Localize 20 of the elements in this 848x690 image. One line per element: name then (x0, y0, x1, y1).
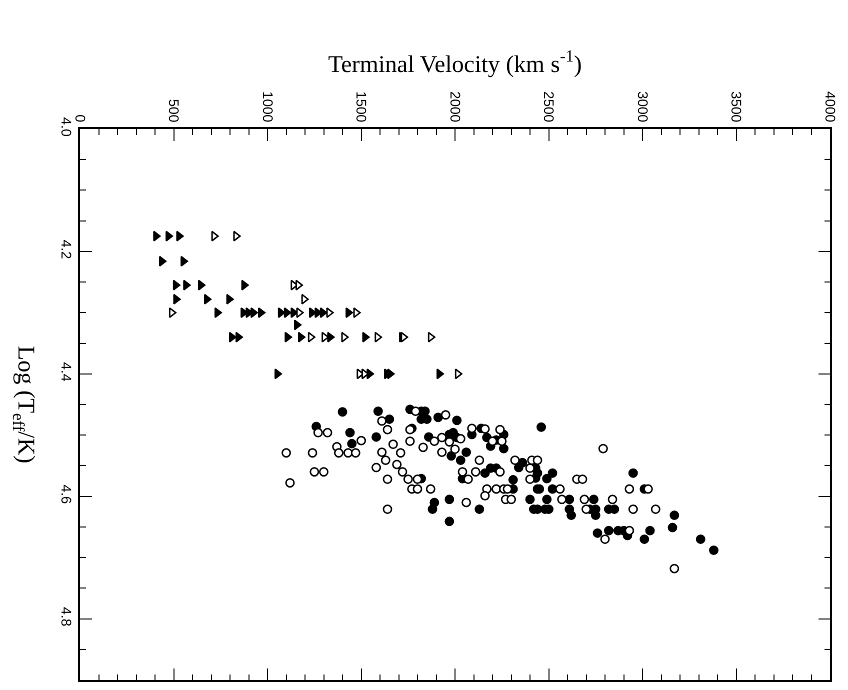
x-tick-label: 3000 (634, 91, 651, 123)
y-tick-label: 4.2 (58, 240, 74, 260)
point (183, 280, 191, 290)
x-tick-label: 4000 (822, 91, 838, 123)
x-tick-label: 0 (72, 114, 88, 123)
point (387, 368, 395, 380)
x-tick-label: 500 (166, 98, 182, 123)
y-tick-label: 4.0 (58, 117, 74, 137)
x-axis-title: Terminal Velocity (km s$^{-1}$) (328, 46, 582, 78)
x-tick-label: 2000 (447, 91, 464, 123)
y-tick-label: 4.4 (58, 362, 74, 382)
point (172, 280, 180, 290)
x-tick-label: 3500 (728, 91, 745, 123)
y-tick-label: 4.6 (58, 484, 74, 504)
point (241, 280, 249, 290)
x-tick-label: 1500 (354, 91, 370, 123)
point (454, 368, 462, 380)
x-tick-label: 2500 (541, 91, 558, 123)
x-tick-label: 1000 (260, 91, 276, 123)
y-tick-label: 4.8 (58, 606, 74, 627)
